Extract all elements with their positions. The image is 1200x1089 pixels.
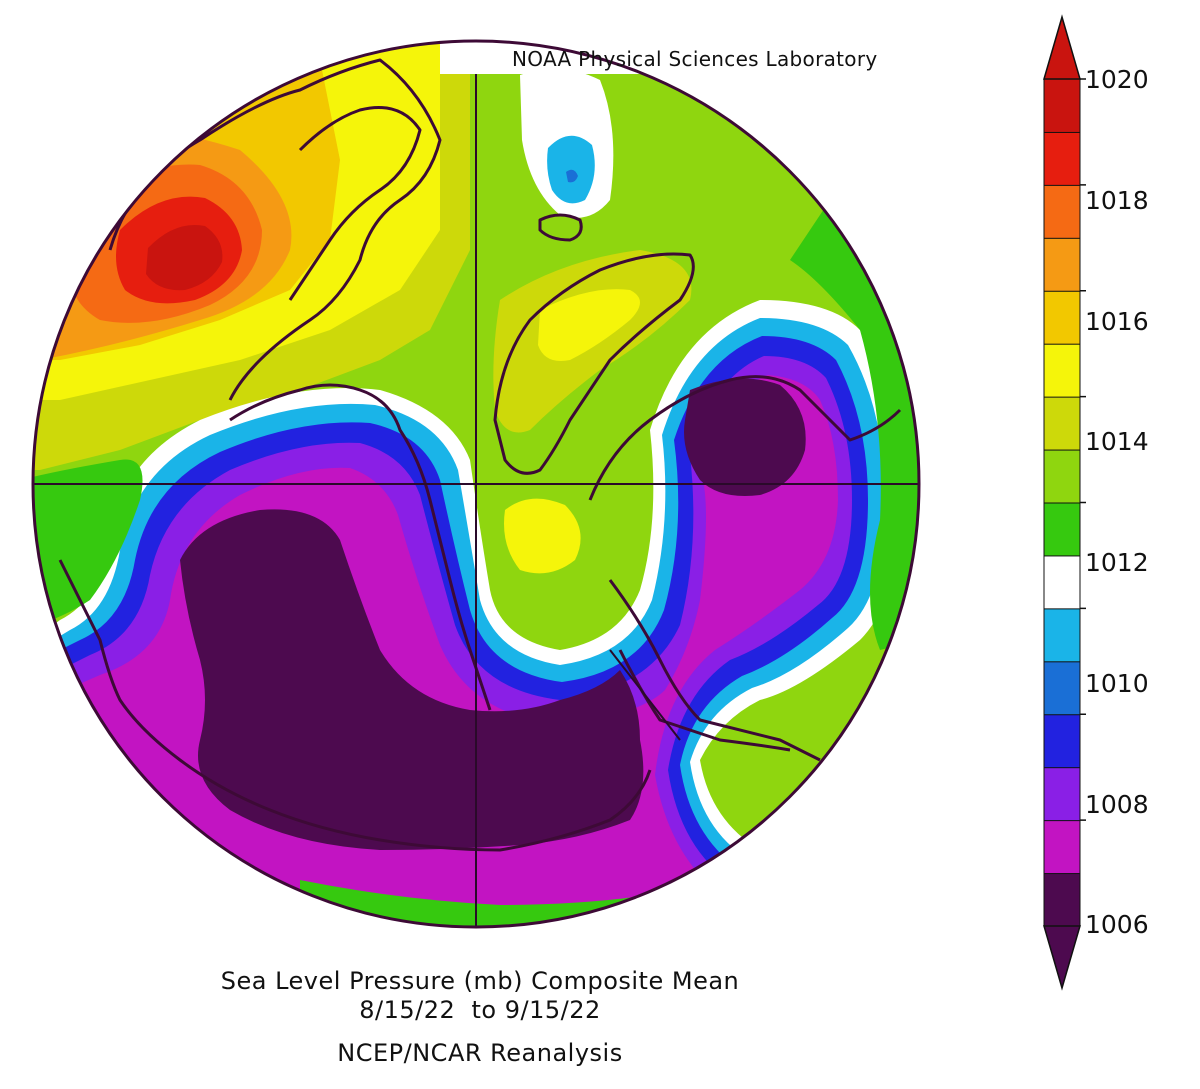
coastline-asia [58, 559, 652, 852]
coastline-greenland [493, 252, 695, 475]
caption-dates: 8/15/22 to 9/15/22 [359, 996, 601, 1024]
colorbar-segment [1043, 502, 1081, 557]
graticule [33, 41, 919, 927]
center-yellow [504, 498, 581, 574]
colorbar-tick-label: 1006 [1085, 910, 1149, 939]
north-low-cyan [547, 135, 595, 204]
colorbar-tick-label: 1014 [1085, 427, 1149, 456]
colorbar-bottom-arrow [1043, 925, 1081, 991]
coastline-canada [588, 375, 902, 501]
north-low-blue [566, 169, 578, 183]
colorbar-segment [1043, 713, 1081, 769]
colorbar [1043, 14, 1086, 991]
colorbar-segment [1043, 660, 1081, 716]
colorbar-tick-label: 1012 [1085, 548, 1149, 577]
colorbar-segment [1043, 343, 1081, 398]
west-green [33, 459, 143, 630]
coastline-iceland [538, 213, 583, 242]
colorbar-top-arrow [1043, 14, 1081, 80]
map-border [31, 39, 921, 929]
colorbar-tick-label: 1018 [1085, 186, 1149, 215]
credit-label: NOAA Physical Sciences Laboratory [512, 47, 878, 71]
pressure-field [33, 41, 919, 927]
colorbar-tick-label: 1008 [1085, 790, 1149, 819]
high-pressure-core [146, 224, 223, 291]
colorbar-segment [1043, 554, 1081, 610]
colorbar-segment [1043, 237, 1081, 292]
greenland-high-inner [538, 289, 640, 361]
colorbar-segment [1043, 396, 1081, 451]
colorbar-tick-label: 1016 [1085, 307, 1149, 336]
colorbar-segment [1043, 184, 1081, 239]
coastline-canada-south [608, 579, 821, 762]
caption-source: NCEP/NCAR Reanalysis [337, 1039, 623, 1067]
dateline-segment [609, 649, 681, 741]
coastline-siberia [229, 383, 492, 711]
low-core-southwest [180, 509, 644, 850]
caption-title: Sea Level Pressure (mb) Composite Mean [220, 967, 740, 995]
credit-box [440, 42, 910, 74]
low-core-east [684, 378, 806, 496]
coastline-scandinavia [288, 106, 422, 301]
colorbar-segment [1043, 766, 1081, 822]
colorbar-segment [1043, 819, 1081, 875]
colorbar-segment [1043, 872, 1081, 927]
coastline-europe [108, 58, 442, 401]
colorbar-segment [1043, 290, 1081, 345]
colorbar-segment [1043, 449, 1081, 504]
colorbar-segment [1043, 78, 1081, 133]
colorbar-segment [1043, 131, 1081, 186]
colorbar-segment [1043, 607, 1081, 663]
colorbar-tick-label: 1010 [1085, 669, 1149, 698]
colorbar-tick-label: 1020 [1085, 65, 1149, 94]
coastlines [58, 58, 902, 852]
